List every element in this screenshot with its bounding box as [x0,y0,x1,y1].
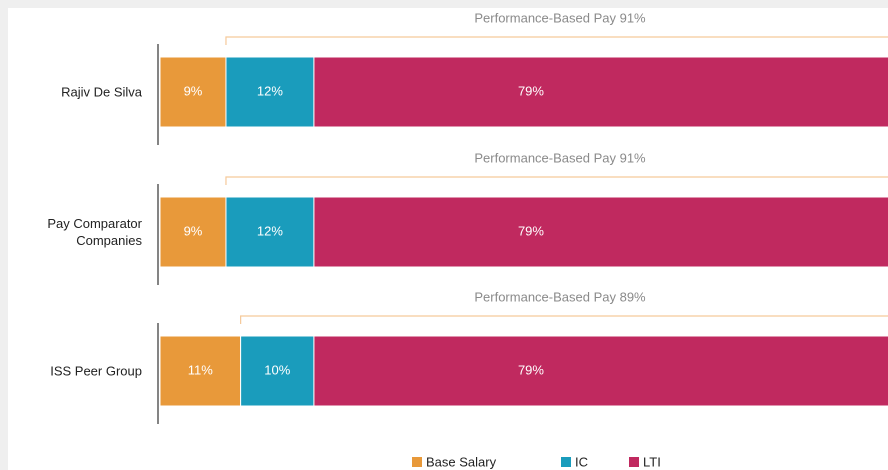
bar-segment [313,196,888,268]
annotation: Performance-Based Pay 91% [474,150,646,165]
bar-segment [159,56,227,128]
category-label: Rajiv De Silva [61,84,142,100]
value-label: 10% [264,362,290,377]
value-label: 79% [518,83,544,98]
legend-swatch [412,457,422,467]
legend-label: LTI [643,454,661,469]
legend-swatch [561,457,571,467]
annotation: Performance-Based Pay 89% [474,289,646,304]
category-label: ISS Peer Group [50,363,142,379]
value-label: 9% [184,83,203,98]
bracket [225,176,888,185]
bar-segment [313,335,888,407]
bar-segment [225,196,315,268]
annotation: Performance-Based Pay 91% [474,10,646,25]
legend-swatch [629,457,639,467]
value-label: 12% [257,223,283,238]
value-label: 79% [518,362,544,377]
bar-segment [225,56,315,128]
value-label: 12% [257,83,283,98]
value-label: 9% [184,223,203,238]
legend-label: Base Salary [426,454,497,469]
bar-segment [240,335,315,407]
value-label: 79% [518,223,544,238]
category-label: Pay Comparator Companies [47,216,142,248]
bar-segment [313,56,888,128]
value-label: 11% [188,362,213,377]
bracket [225,36,888,45]
legend-label: IC [575,454,588,469]
bar-segment [159,335,242,407]
bracket [240,315,888,324]
